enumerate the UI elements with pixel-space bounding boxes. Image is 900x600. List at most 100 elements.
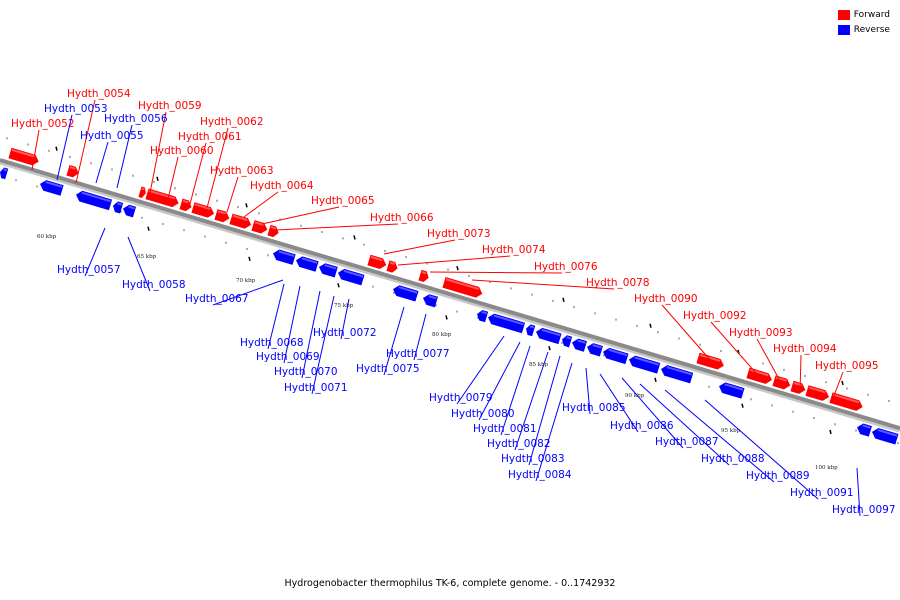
- forward-gene-feature: [267, 224, 279, 238]
- reverse-gene-feature: [587, 343, 603, 357]
- reverse-gene-feature: [40, 180, 64, 196]
- forward-gene-feature: [251, 220, 268, 234]
- forward-gene-label[interactable]: Hydth_0061: [178, 131, 242, 143]
- reverse-leader-line: [116, 124, 133, 189]
- kbp-tick-label: 95 kbp: [721, 428, 741, 434]
- reverse-gene-label[interactable]: Hydth_0084: [508, 469, 572, 481]
- reverse-gene-feature: [857, 423, 872, 437]
- forward-leader-line: [243, 191, 279, 218]
- forward-gene-label[interactable]: Hydth_0062: [200, 116, 264, 128]
- reverse-gene-label[interactable]: Hydth_0086: [610, 420, 674, 432]
- forward-gene-label[interactable]: Hydth_0063: [210, 165, 274, 177]
- reverse-gene-label[interactable]: Hydth_0056: [104, 113, 168, 125]
- reverse-gene-feature: [123, 204, 137, 218]
- forward-gene-label[interactable]: Hydth_0076: [534, 261, 598, 273]
- reverse-gene-feature: [603, 347, 629, 365]
- reverse-gene-label[interactable]: Hydth_0083: [501, 453, 565, 465]
- reverse-leader-line: [267, 283, 285, 350]
- legend-entry-forward: Forward: [837, 8, 890, 22]
- reverse-gene-feature: [526, 324, 536, 337]
- reverse-leader-line: [383, 306, 405, 376]
- forward-leader-line: [756, 338, 785, 389]
- reverse-gene-label[interactable]: Hydth_0097: [832, 504, 896, 516]
- reverse-leader-line: [621, 377, 684, 449]
- reverse-gene-feature: [488, 313, 526, 334]
- reverse-leader-line: [599, 373, 639, 433]
- reverse-gene-label[interactable]: Hydth_0091: [790, 487, 854, 499]
- reverse-gene-label[interactable]: Hydth_0071: [284, 382, 348, 394]
- kbp-tick-label: 65 kbp: [137, 254, 157, 260]
- forward-gene-label[interactable]: Hydth_0059: [138, 100, 202, 112]
- forward-gene-label[interactable]: Hydth_0092: [683, 310, 747, 322]
- kbp-tick-label: 70 kbp: [236, 278, 256, 284]
- reverse-gene-label[interactable]: Hydth_0082: [487, 438, 551, 450]
- genome-caption: Hydrogenobacter thermophilus TK-6, compl…: [284, 578, 616, 589]
- forward-gene-label[interactable]: Hydth_0054: [67, 88, 131, 100]
- legend: Forward Reverse: [837, 8, 890, 38]
- major-tick: [445, 315, 448, 320]
- reverse-leader-line: [528, 355, 561, 466]
- reverse-gene-label[interactable]: Hydth_0057: [57, 264, 121, 276]
- forward-leader-line: [149, 111, 167, 194]
- reverse-gene-feature: [629, 355, 661, 374]
- reverse-gene-feature: [113, 201, 124, 214]
- forward-leader-line: [75, 99, 96, 184]
- reverse-gene-feature: [423, 294, 438, 308]
- reverse-leader-line: [856, 467, 861, 517]
- reverse-gene-label[interactable]: Hydth_0087: [655, 436, 719, 448]
- reverse-gene-label[interactable]: Hydth_0069: [256, 351, 320, 363]
- legend-label: Forward: [853, 10, 890, 20]
- forward-gene-label[interactable]: Hydth_0074: [482, 244, 546, 256]
- reverse-gene-feature: [872, 428, 899, 445]
- reverse-gene-label[interactable]: Hydth_0089: [746, 470, 810, 482]
- major-tick: [548, 346, 551, 351]
- reverse-gene-label[interactable]: Hydth_0058: [122, 279, 186, 291]
- forward-gene-label[interactable]: Hydth_0094: [773, 343, 837, 355]
- reverse-gene-label[interactable]: Hydth_0081: [473, 423, 537, 435]
- reverse-gene-label[interactable]: Hydth_0072: [313, 327, 377, 339]
- reverse-leader-line: [283, 285, 301, 364]
- reverse-gene-label[interactable]: Hydth_0070: [274, 366, 338, 378]
- forward-gene-label[interactable]: Hydth_0090: [634, 293, 698, 305]
- reverse-gene-label[interactable]: Hydth_0075: [356, 363, 420, 375]
- major-tick: [741, 403, 744, 408]
- forward-leader-line: [831, 371, 844, 402]
- reverse-gene-label[interactable]: Hydth_0088: [701, 453, 765, 465]
- forward-gene-feature: [229, 213, 252, 229]
- forward-gene-feature: [179, 198, 192, 212]
- reverse-gene-label[interactable]: Hydth_0055: [80, 130, 144, 142]
- reverse-gene-label[interactable]: Hydth_0079: [429, 392, 493, 404]
- reverse-gene-label[interactable]: Hydth_0085: [562, 402, 626, 414]
- reverse-gene-label[interactable]: Hydth_0068: [240, 337, 304, 349]
- reverse-leader-line: [535, 362, 573, 482]
- forward-gene-label[interactable]: Hydth_0052: [11, 118, 75, 130]
- forward-gene-label[interactable]: Hydth_0060: [150, 145, 214, 157]
- forward-gene-label[interactable]: Hydth_0093: [729, 327, 793, 339]
- forward-gene-label[interactable]: Hydth_0095: [815, 360, 879, 372]
- forward-gene-feature: [386, 260, 398, 273]
- forward-leader-line: [429, 271, 563, 274]
- forward-gene-label[interactable]: Hydth_0078: [586, 277, 650, 289]
- reverse-gene-feature: [661, 365, 694, 384]
- forward-gene-feature: [790, 380, 806, 394]
- forward-gene-label[interactable]: Hydth_0065: [311, 195, 375, 207]
- reverse-gene-label[interactable]: Hydth_0067: [185, 293, 249, 305]
- reverse-gene-feature: [319, 263, 338, 278]
- reverse-leader-line: [212, 279, 284, 306]
- forward-leader-line: [206, 127, 229, 209]
- reverse-gene-label[interactable]: Hydth_0053: [44, 103, 108, 115]
- forward-gene-label[interactable]: Hydth_0073: [427, 228, 491, 240]
- reverse-gene-label[interactable]: Hydth_0077: [386, 348, 450, 360]
- major-tick: [55, 146, 58, 151]
- reverse-gene-feature: [719, 382, 745, 399]
- reverse-leader-line: [514, 351, 549, 451]
- legend-entry-reverse: Reverse: [837, 23, 890, 37]
- reverse-leader-line: [639, 383, 730, 466]
- forward-gene-label[interactable]: Hydth_0064: [250, 180, 314, 192]
- major-tick: [353, 235, 356, 240]
- major-tick: [456, 266, 459, 271]
- reverse-gene-label[interactable]: Hydth_0080: [451, 408, 515, 420]
- reverse-leader-line: [500, 345, 531, 436]
- major-tick: [654, 377, 657, 382]
- forward-gene-label[interactable]: Hydth_0066: [370, 212, 434, 224]
